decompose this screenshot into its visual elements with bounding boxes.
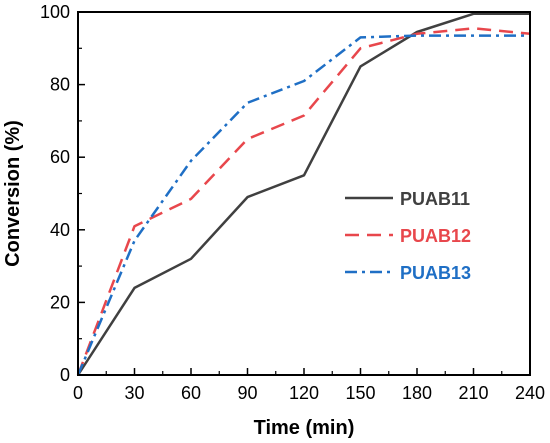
x-tick-label: 90 [237,383,257,403]
x-tick-label: 240 [515,383,545,403]
y-axis-title: Conversion (%) [2,120,24,267]
y-tick-label: 80 [50,75,70,95]
y-tick-label: 20 [50,292,70,312]
x-tick-label: 210 [458,383,488,403]
legend-label-puab12: PUAB12 [400,226,471,246]
legend-label-puab13: PUAB13 [400,263,471,283]
x-tick-label: 150 [345,383,375,403]
series-layer [76,12,531,376]
series-line-puab13 [76,34,530,376]
x-tick-label: 30 [124,383,144,403]
series-line-puab12 [76,27,531,376]
legend: PUAB11 PUAB12 PUAB13 [345,189,471,283]
y-tick-label: 100 [40,2,70,22]
ticks-layer: 0 30 60 90 120 150 180 210 240 0 20 40 60 80 100 [40,2,545,403]
x-tick-label: 0 [73,383,83,403]
y-tick-label: 0 [60,365,70,385]
legend-label-puab11: PUAB11 [400,189,470,209]
x-axis-title: Time (min) [254,417,355,439]
x-tick-label: 180 [402,383,432,403]
y-tick-label: 60 [50,147,70,167]
x-tick-label: 60 [181,383,201,403]
y-tick-label: 40 [50,220,70,240]
series-line-puab11 [76,12,530,376]
x-tick-label: 120 [289,383,319,403]
